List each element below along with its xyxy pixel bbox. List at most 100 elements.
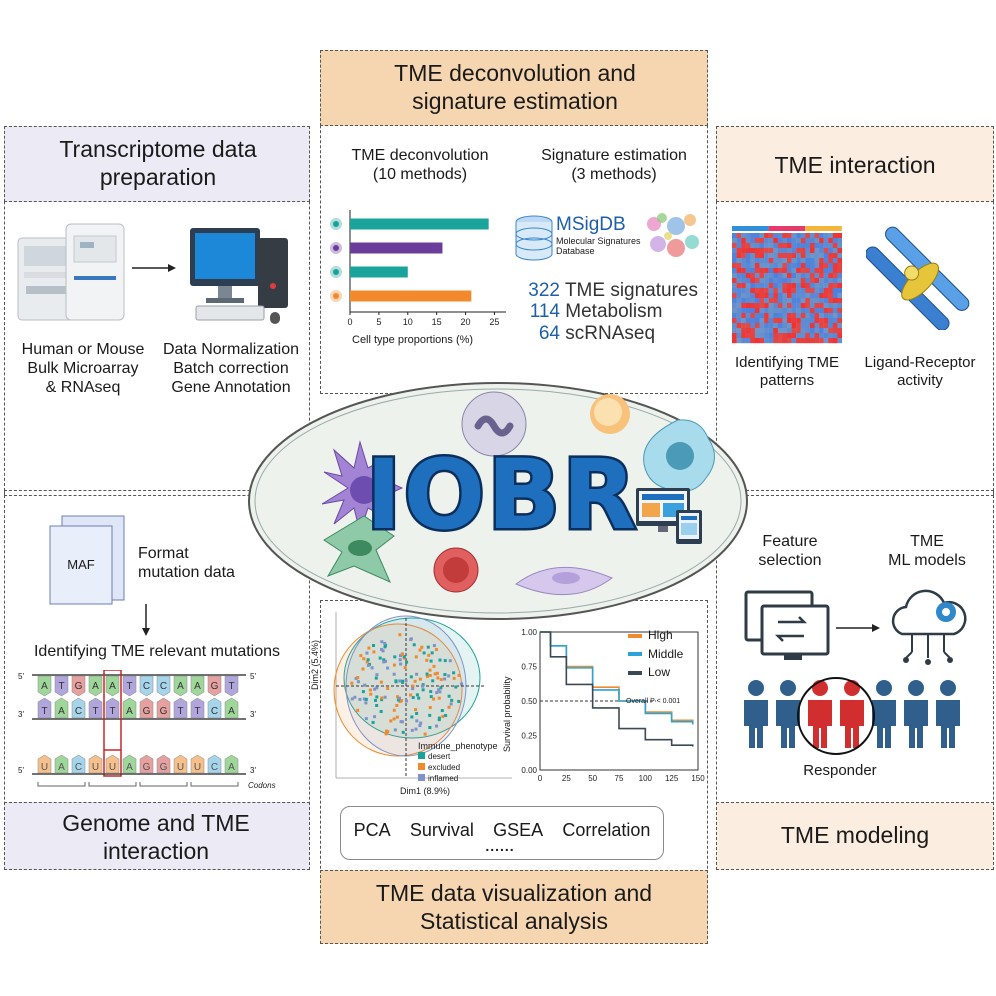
heatmap-cell (764, 283, 769, 289)
heatmap-cell (741, 328, 746, 334)
heatmap-cell (814, 313, 820, 319)
heatmap-cell (768, 253, 774, 259)
iobr-logo: IOBR (366, 439, 638, 551)
heatmap-cell (750, 233, 756, 239)
heatmap-cell (777, 283, 783, 289)
heatmap-cell (819, 233, 824, 239)
heatmap-cell (773, 318, 779, 324)
pca-point (435, 671, 439, 675)
pca-legend: Immune_phenotype desert excluded inflame… (418, 740, 498, 785)
heatmap-cell (814, 248, 820, 254)
heatmap-cell (800, 283, 806, 289)
heatmap-cell (782, 283, 788, 289)
heatmap-cell (814, 328, 820, 334)
nucleotide-top (139, 675, 154, 697)
pca-point (382, 658, 386, 662)
pca-point (448, 659, 452, 663)
nucleotide-bottom (156, 697, 171, 719)
heatmap-cell (732, 313, 737, 319)
heatmap-cell (823, 238, 829, 244)
heatmap-cell (768, 308, 774, 314)
endothelial-cell-icon (515, 566, 613, 596)
heatmap-cell (823, 308, 829, 314)
pca-point (380, 640, 384, 644)
heatmap-cell (777, 303, 783, 309)
arrow-down-icon (142, 604, 150, 636)
heatmap-cell (750, 313, 756, 319)
heatmap-cell (768, 248, 774, 254)
heatmap-cell (768, 318, 774, 324)
pca-point (429, 659, 433, 663)
heatmap-cell (768, 258, 774, 264)
pca-xlabel: Dim1 (8.9%) (400, 786, 451, 796)
pca-point (428, 673, 432, 677)
heatmap-cell (823, 338, 829, 344)
heatmap-cell (814, 273, 820, 279)
bar (350, 218, 489, 230)
heatmap-cell (791, 253, 797, 259)
heatmap-cell (745, 263, 751, 269)
pca-point (364, 717, 368, 721)
heatmap-cell (777, 298, 783, 304)
pca-point (438, 690, 442, 694)
heatmap-cell (805, 303, 811, 309)
nucleotide-bottom (54, 697, 69, 719)
heatmap-cell (768, 293, 774, 299)
pca-point (373, 698, 377, 702)
method-pca: PCA (353, 820, 391, 840)
heatmap-group-bar (805, 226, 842, 231)
heatmap-cell (809, 258, 815, 264)
heatmap-cell (832, 303, 838, 309)
heatmap-cell (805, 243, 811, 249)
pca-point (432, 697, 436, 701)
heatmap-cell (800, 318, 806, 324)
heatmap-cell (745, 253, 751, 259)
heatmap-cell (764, 238, 769, 244)
heatmap-cell (773, 243, 779, 249)
heatmap-cell (768, 323, 774, 329)
pca-point (414, 655, 418, 659)
heatmap-cell (814, 258, 820, 264)
heatmap-cell (791, 283, 797, 289)
heatmap-cell (741, 318, 746, 324)
heatmap-cell (800, 238, 806, 244)
pca-point (411, 684, 415, 688)
heatmap-cell (782, 308, 788, 314)
heatmap-cell (823, 283, 829, 289)
person-body (808, 700, 832, 748)
heatmap-cell (773, 333, 779, 339)
signature-subheader: Signature estimation (3 methods) (541, 147, 687, 184)
pca-point (414, 727, 418, 731)
msigdb-title: MSigDB (556, 214, 626, 235)
heatmap-cell (759, 328, 765, 334)
nucleotide-letter: T (126, 681, 132, 692)
rna-end-5: 5' (18, 766, 24, 775)
heatmap-cell (828, 333, 834, 339)
heatmap-cell (736, 268, 742, 274)
heatmap-cell (759, 238, 765, 244)
nucleotide-letter: A (126, 706, 133, 717)
heatmap-cell (837, 338, 842, 344)
heatmap-cell (796, 338, 801, 344)
pca-point (452, 671, 456, 675)
heatmap-cell (754, 278, 760, 284)
heatmap-cell (805, 238, 811, 244)
heatmap-cell (773, 263, 779, 269)
heatmap-cell (745, 258, 751, 264)
pca-point (373, 687, 377, 691)
heatmap-cell (837, 263, 842, 269)
heatmap-cell (791, 238, 797, 244)
heatmap-cell (796, 298, 801, 304)
nucleotide-top (224, 675, 239, 697)
km-xtick: 25 (562, 774, 571, 783)
heatmap-cell (754, 273, 760, 279)
heatmap-cell (809, 323, 815, 329)
heatmap-cell (782, 253, 788, 259)
heatmap-cell (796, 278, 801, 284)
heatmap-cell (750, 248, 756, 254)
pca-point (434, 648, 438, 652)
pca-point (368, 688, 372, 692)
rna-end-3: 3' (250, 766, 256, 775)
heatmap-cell (754, 238, 760, 244)
heatmap-cell (741, 333, 746, 339)
